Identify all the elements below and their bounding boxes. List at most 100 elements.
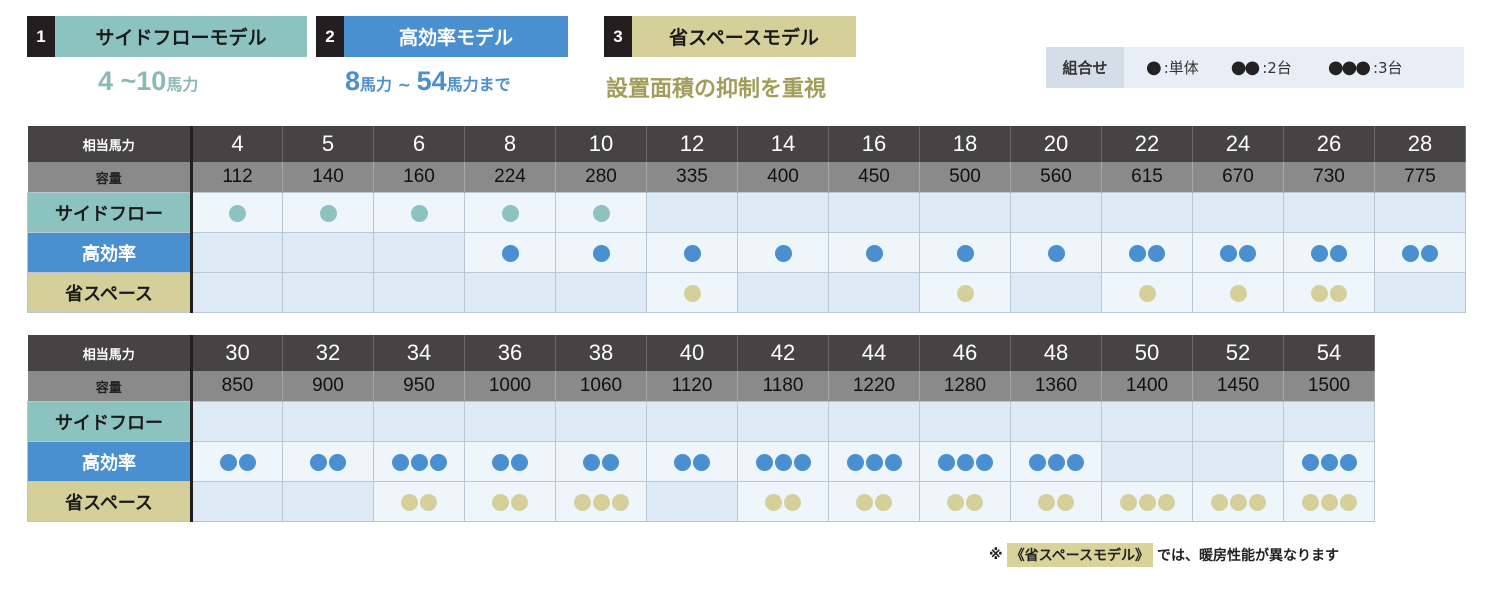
horsepower-cell: 34 bbox=[373, 335, 465, 371]
unit-dot-icon bbox=[1311, 285, 1328, 302]
availability-cell bbox=[1010, 481, 1102, 522]
unit-dot-icon bbox=[1229, 494, 1247, 511]
range-value: 4 ~10 bbox=[98, 66, 167, 96]
availability-cell bbox=[919, 401, 1011, 442]
horsepower-cell: 42 bbox=[737, 335, 829, 371]
unit-dot-icon bbox=[884, 454, 902, 471]
capacity-cell: 1450 bbox=[1192, 371, 1284, 402]
availability-cell bbox=[737, 272, 829, 313]
unit-dot-icon bbox=[1047, 245, 1065, 262]
horsepower-cell: 30 bbox=[191, 335, 283, 371]
legend-double: ●●:2台 bbox=[1231, 57, 1292, 78]
unit-dot-icon bbox=[511, 494, 528, 511]
availability-cell bbox=[191, 232, 283, 273]
unit-dot-icon bbox=[391, 454, 409, 471]
unit-dot-icon bbox=[602, 454, 619, 471]
availability-cell bbox=[828, 441, 920, 482]
availability-cell bbox=[919, 192, 1011, 233]
availability-cell bbox=[282, 192, 374, 233]
horsepower-cell: 24 bbox=[1192, 126, 1284, 162]
unit-dot-icon bbox=[611, 494, 629, 511]
row-label-space: 省スペース bbox=[27, 481, 193, 522]
capacity-cell: 1400 bbox=[1101, 371, 1193, 402]
availability-cell bbox=[1101, 401, 1193, 442]
row-label-space: 省スペース bbox=[27, 272, 193, 313]
range-unit: 馬力 ~ bbox=[360, 75, 417, 94]
availability-cell bbox=[1192, 441, 1284, 482]
availability-cell bbox=[646, 481, 738, 522]
row-label-eff: 高効率 bbox=[27, 232, 193, 273]
availability-cell bbox=[464, 481, 556, 522]
row-eff: 高効率 bbox=[27, 441, 1375, 482]
availability-cell bbox=[555, 232, 647, 273]
unit-dot-icon bbox=[229, 205, 246, 222]
availability-cell bbox=[1010, 232, 1102, 273]
model-badge-high-efficiency: 2 高効率モデル bbox=[316, 16, 568, 57]
availability-cell bbox=[282, 232, 374, 273]
row-side: サイドフロー bbox=[27, 401, 1375, 442]
model-number: 2 bbox=[316, 16, 344, 57]
availability-cell bbox=[828, 481, 920, 522]
horsepower-cell: 28 bbox=[1374, 126, 1466, 162]
availability-cell bbox=[1101, 272, 1193, 313]
unit-dot-icon bbox=[1057, 494, 1074, 511]
footnote-text: では、暖房性能が異なります bbox=[1156, 548, 1339, 564]
availability-cell bbox=[1283, 192, 1375, 233]
horsepower-cell: 50 bbox=[1101, 335, 1193, 371]
unit-dot-icon bbox=[219, 454, 237, 471]
availability-cell bbox=[1192, 481, 1284, 522]
unit-dot-icon bbox=[975, 454, 993, 471]
model-number: 1 bbox=[27, 16, 55, 57]
unit-dot-icon bbox=[1138, 285, 1156, 302]
capacity-table-upper: 相当馬力 4 5 6 8 10 12 14 16 18 20 22 24 26 28 容量 112 140 160 2… bbox=[27, 126, 1466, 313]
horsepower-cell: 22 bbox=[1101, 126, 1193, 162]
unit-dot-icon bbox=[846, 454, 864, 471]
capacity-cell: 900 bbox=[282, 371, 374, 402]
unit-dot-icon bbox=[1402, 245, 1419, 262]
capacity-cell: 670 bbox=[1192, 162, 1284, 193]
horsepower-cell: 26 bbox=[1283, 126, 1375, 162]
unit-dot-icon bbox=[238, 454, 256, 471]
availability-cell bbox=[1192, 401, 1284, 442]
unit-dot-icon bbox=[592, 494, 610, 511]
high-efficiency-range: 8馬力 ~ 54馬力まで bbox=[345, 66, 511, 97]
availability-cell bbox=[373, 441, 465, 482]
unit-dot-icon bbox=[865, 454, 883, 471]
horsepower-cell: 10 bbox=[555, 126, 647, 162]
model-badge-space-saving: 3 省スペースモデル bbox=[604, 16, 856, 57]
availability-cell bbox=[919, 232, 1011, 273]
model-badge-side-flow: 1 サイドフローモデル bbox=[27, 16, 307, 57]
horsepower-cell: 38 bbox=[555, 335, 647, 371]
model-label: 省スペースモデル bbox=[632, 16, 856, 57]
capacity-cell: 160 bbox=[373, 162, 465, 193]
unit-dot-icon bbox=[755, 454, 773, 471]
unit-dot-icon bbox=[956, 245, 974, 262]
unit-dot-icon bbox=[1311, 245, 1328, 262]
availability-cell bbox=[828, 272, 920, 313]
availability-cell bbox=[464, 272, 556, 313]
availability-cell bbox=[646, 441, 738, 482]
unit-dot-icon bbox=[683, 245, 701, 262]
capacity-cell: 400 bbox=[737, 162, 829, 193]
space-saving-description: 設置面積の抑制を重視 bbox=[606, 77, 827, 102]
horsepower-cell: 32 bbox=[282, 335, 374, 371]
capacity-cell: 1280 bbox=[919, 371, 1011, 402]
legend-triple: ●●●:3台 bbox=[1328, 57, 1403, 78]
unit-dot-icon bbox=[875, 494, 892, 511]
availability-cell bbox=[1101, 232, 1193, 273]
unit-dot-icon bbox=[1119, 494, 1137, 511]
unit-dot-icon bbox=[793, 454, 811, 471]
availability-cell bbox=[282, 272, 374, 313]
availability-cell bbox=[191, 272, 283, 313]
unit-dot-icon bbox=[1047, 454, 1065, 471]
row-label-side: サイドフロー bbox=[27, 401, 193, 442]
row-label-hp: 相当馬力 bbox=[27, 126, 193, 162]
unit-dot-icon bbox=[429, 454, 447, 471]
horsepower-cell: 6 bbox=[373, 126, 465, 162]
availability-cell bbox=[646, 272, 738, 313]
capacity-cell: 1000 bbox=[464, 371, 556, 402]
capacity-cell: 950 bbox=[373, 371, 465, 402]
availability-cell bbox=[1010, 272, 1102, 313]
dot-icon: ●● bbox=[1230, 57, 1260, 78]
unit-dot-icon bbox=[329, 454, 346, 471]
